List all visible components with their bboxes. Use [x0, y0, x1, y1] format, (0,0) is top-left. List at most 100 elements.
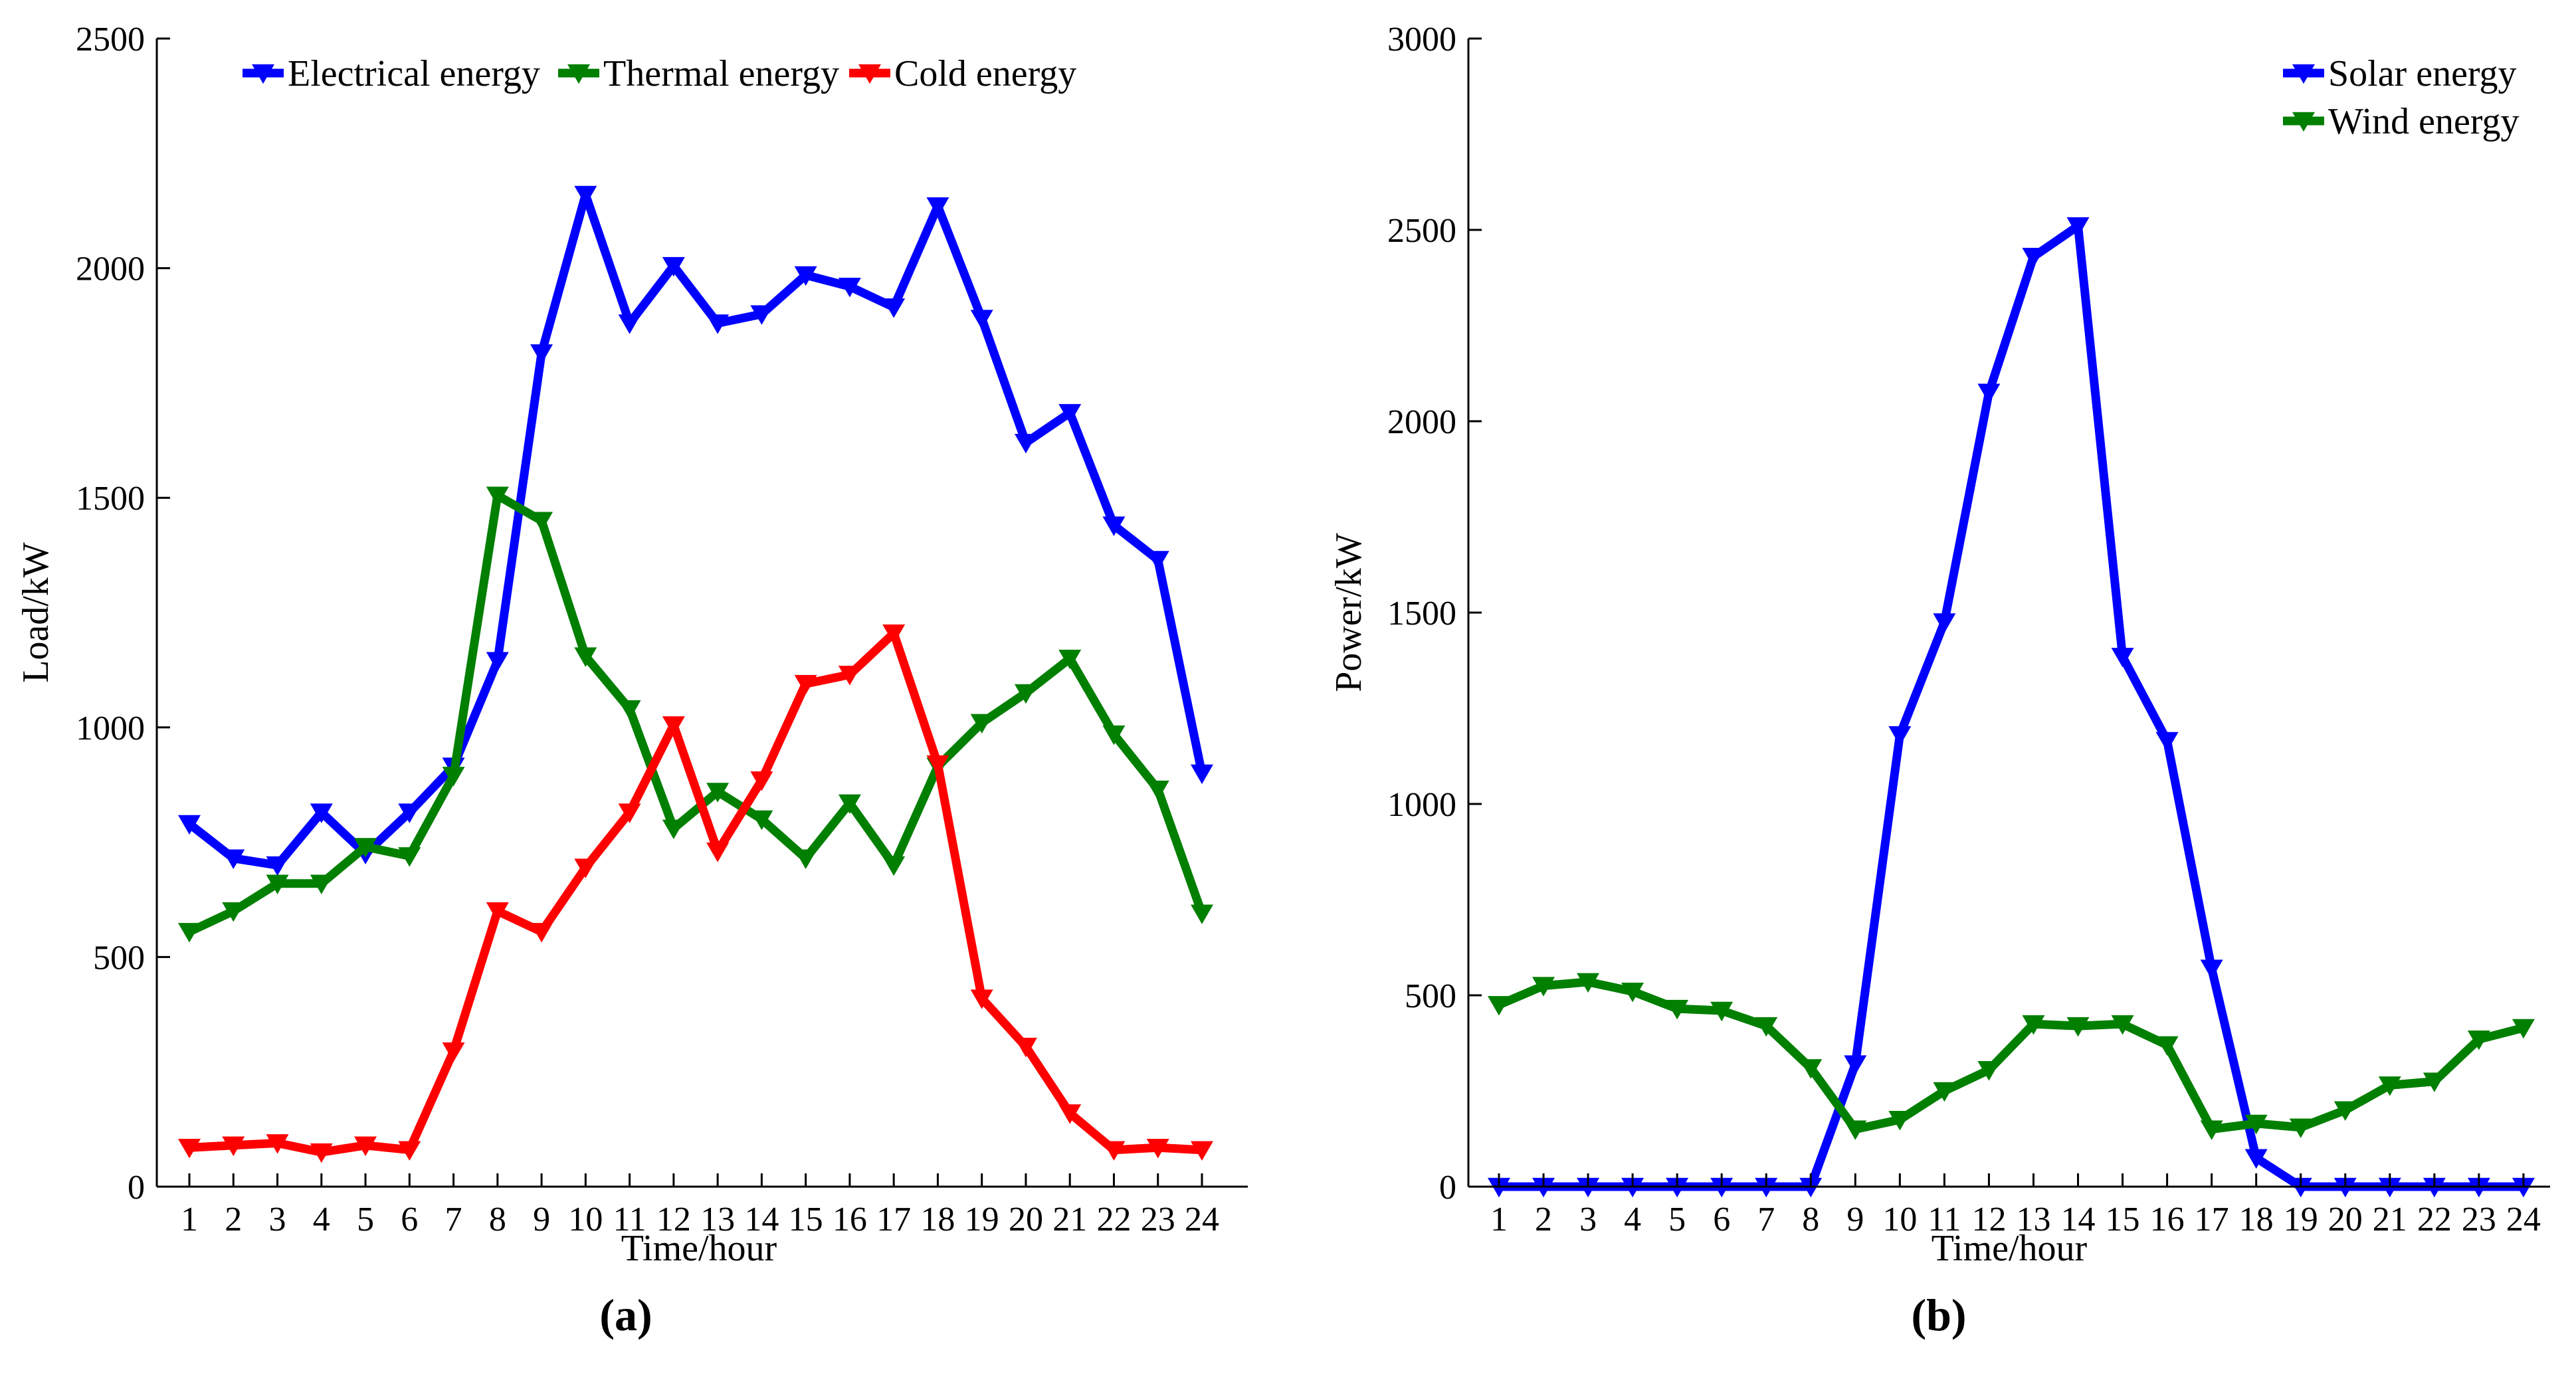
- panel-b-x-tick-label: 15: [2106, 1201, 2140, 1238]
- panel-a-x-axis-title: Time/hour: [621, 1228, 777, 1269]
- panel-a-x-tick-label: 8: [489, 1201, 506, 1238]
- panel-a-x-tick-label: 4: [313, 1201, 330, 1238]
- panel-b-data-point-solar-energy: [2022, 248, 2045, 268]
- panel-a-data-point-electrical-energy: [794, 266, 817, 286]
- panel-a-x-tick-label: 5: [357, 1201, 374, 1238]
- panel-a-data-point-electrical-energy: [1190, 764, 1213, 785]
- panel-b-legend-label-solar-energy: Solar energy: [2328, 53, 2517, 94]
- panel-a-legend-label-electrical-energy: Electrical energy: [288, 53, 540, 94]
- panel-a-data-point-cold-energy: [750, 771, 773, 791]
- panel-a-data-point-cold-energy: [1014, 1037, 1037, 1058]
- panel-b-x-tick-label: 6: [1713, 1201, 1730, 1238]
- panel-b-data-point-wind-energy: [2111, 1015, 2134, 1035]
- panel-a-data-point-thermal-energy: [1190, 904, 1213, 924]
- panel-a-legend-marker-thermal-energy: [567, 64, 590, 84]
- panel-a-y-tick-label: 1500: [76, 480, 145, 518]
- panel-a-data-point-electrical-energy: [970, 310, 993, 330]
- panel-a-data-point-electrical-energy: [266, 856, 289, 876]
- panel-b-data-point-wind-energy: [2022, 1015, 2045, 1035]
- panel-a-data-point-electrical-energy: [706, 314, 730, 334]
- panel-b-series-line-wind-energy: [1494, 977, 2528, 1134]
- panel-a-data-point-cold-energy: [706, 842, 730, 862]
- panel-a-x-tick-label: 18: [920, 1201, 955, 1238]
- panel-a-data-point-cold-energy: [1190, 1141, 1213, 1161]
- panel-a-data-point-thermal-energy: [486, 486, 509, 506]
- panel-b-legend-marker-wind-energy: [2292, 112, 2315, 132]
- panel-b-data-point-wind-energy: [1488, 996, 1510, 1016]
- panel-b-data-point-solar-energy: [2244, 1149, 2268, 1169]
- panel-a-x-tick-label: 12: [656, 1201, 691, 1238]
- panel-b-legend-item-solar-energy: Solar energy: [2283, 53, 2517, 94]
- panel-b-data-point-wind-energy: [2378, 1076, 2401, 1096]
- panel-a-data-point-cold-energy: [530, 923, 553, 943]
- panel-a-label: (a): [599, 1290, 652, 1340]
- panel-a-y-tick-label: 0: [128, 1169, 145, 1207]
- panel-b-data-point-solar-energy: [1844, 1055, 1867, 1075]
- panel-a-x-tick-label: 24: [1185, 1201, 1219, 1238]
- panel-a-x-tick-label: 20: [1009, 1201, 1043, 1238]
- panel-a-data-point-thermal-energy: [794, 849, 817, 869]
- panel-a-data-point-electrical-energy: [882, 298, 906, 318]
- panel-a-data-point-thermal-energy: [442, 767, 465, 787]
- panel-a-x-tick-label: 10: [568, 1201, 603, 1238]
- panel-a-series-thermal-energy: [178, 486, 1213, 943]
- panel-a-data-point-electrical-energy: [1102, 516, 1126, 536]
- panel-b-label: (b): [1911, 1290, 1966, 1340]
- panel-a-legend-marker-electrical-energy: [252, 64, 274, 84]
- panel-a-legend-label-cold-energy: Cold energy: [894, 53, 1076, 94]
- panel-a-x-tick-label: 19: [965, 1201, 999, 1238]
- panel-a-data-point-cold-energy: [1146, 1138, 1169, 1159]
- panel-a-data-point-thermal-energy: [1102, 725, 1126, 745]
- panel-b-x-axis-title: Time/hour: [1932, 1228, 2088, 1269]
- panel-a-data-point-electrical-energy: [178, 815, 201, 835]
- panel-b-data-point-wind-energy: [1532, 977, 1555, 997]
- panel-a-data-point-thermal-energy: [222, 902, 245, 922]
- panel-a-data-point-electrical-energy: [1014, 433, 1037, 454]
- panel-a-legend-item-electrical-energy: Electrical energy: [243, 53, 540, 94]
- panel-a-data-point-cold-energy: [882, 624, 906, 644]
- panel-a-data-point-thermal-energy: [706, 783, 730, 803]
- panel-a-x-tick-label: 6: [401, 1201, 418, 1238]
- panel-b-data-point-wind-energy: [1799, 1059, 1823, 1079]
- panel-a-data-point-cold-energy: [838, 666, 861, 686]
- panel-a-x-tick-label: 9: [533, 1201, 550, 1238]
- panel-a-y-tick-label: 2000: [76, 250, 145, 288]
- panel-a-data-point-electrical-energy: [618, 314, 641, 334]
- panel-a-legend-label-thermal-energy: Thermal energy: [603, 53, 839, 94]
- panel-a-series-line-electrical-energy: [185, 190, 1207, 870]
- panel-a-data-point-thermal-energy: [530, 512, 553, 532]
- panel-b-data-point-solar-energy: [2066, 217, 2090, 237]
- panel-a-data-point-thermal-energy: [970, 714, 993, 734]
- panel-b-x-tick-label: 3: [1579, 1201, 1597, 1238]
- panel-b-data-point-wind-energy: [1844, 1120, 1867, 1140]
- panel-a-data-point-thermal-energy: [398, 847, 421, 867]
- panel-a-x-tick-label: 13: [700, 1201, 735, 1238]
- panel-a-data-point-cold-energy: [354, 1136, 377, 1156]
- panel-a-data-point-thermal-energy: [1014, 684, 1037, 704]
- panel-a-data-point-thermal-energy: [354, 838, 377, 858]
- panel-b-y-tick-label: 2500: [1387, 212, 1456, 250]
- panel-a-y-tick-label: 2500: [76, 21, 145, 58]
- panel-b-data-point-wind-energy: [2244, 1114, 2268, 1135]
- panel-b-data-point-wind-energy: [1755, 1017, 1778, 1037]
- panel-b-x-tick-label: 16: [2150, 1201, 2185, 1238]
- panel-a-series-electrical-energy: [178, 185, 1213, 876]
- panel-b-plot-area: [1488, 217, 2535, 1198]
- panel-b-x-tick-label: 24: [2506, 1201, 2541, 1238]
- panel-a-data-point-cold-energy: [266, 1134, 289, 1154]
- panel-a-data-point-cold-energy: [310, 1143, 333, 1163]
- panel-b-data-point-solar-energy: [1933, 613, 1956, 633]
- panel-a-data-point-cold-energy: [398, 1141, 421, 1161]
- panel-a-y-tick-label: 500: [93, 939, 145, 977]
- panel-b-x-ticks: 1 2 3 4 5 6 7 8 9 10 11 12 13 14 15 16 17 18 19 20 21 22 23 24: [1490, 1173, 2541, 1238]
- panel-a-x-tick-label: 7: [445, 1201, 462, 1238]
- panel-a-data-point-thermal-energy: [662, 819, 685, 840]
- panel-b-data-point-solar-energy: [2155, 732, 2179, 752]
- panel-a-y-ticks: 0 500 1000 1500 2000 2500: [76, 21, 170, 1207]
- panel-b-y-tick-label: 3000: [1387, 21, 1456, 58]
- panel-a-x-tick-label: 17: [876, 1201, 911, 1238]
- panel-a-data-point-thermal-energy: [618, 700, 641, 720]
- panel-a-legend: Electrical energy Thermal energy Cold ener…: [243, 53, 1076, 94]
